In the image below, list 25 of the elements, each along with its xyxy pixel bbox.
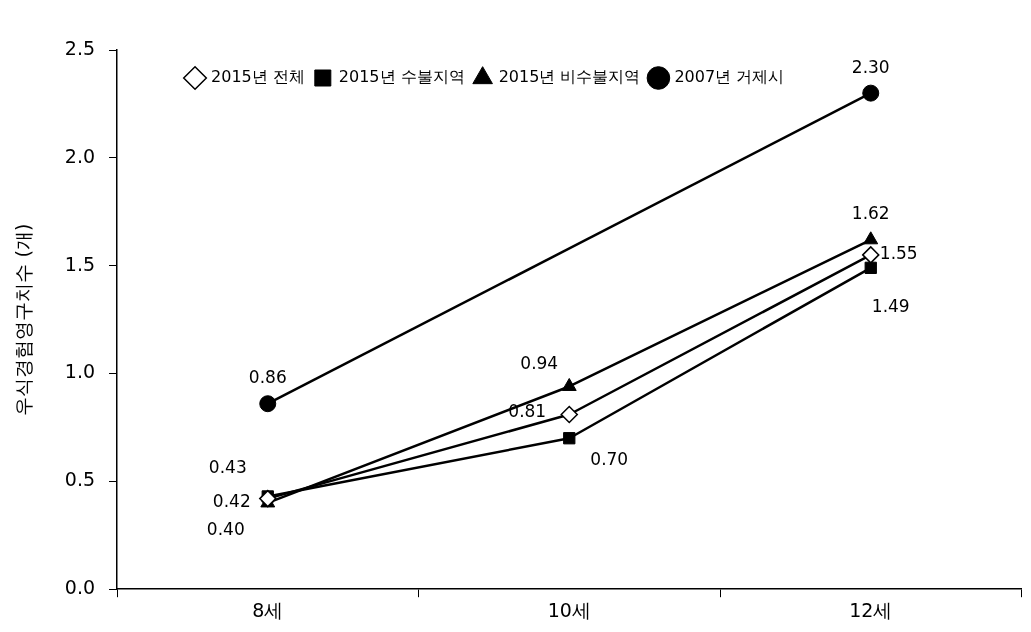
legend-label: 2007년 거제시 <box>674 67 785 87</box>
data-label: 1.62 <box>851 203 890 224</box>
data-label: 2.30 <box>851 56 890 77</box>
data-label: 0.40 <box>206 519 245 540</box>
y-axis-title: 우식경험영구치수 (개) <box>12 223 35 416</box>
legend-label: 2015년 수불지역 <box>338 67 465 87</box>
y-tick-label: 1.5 <box>64 252 96 275</box>
y-tick-label: 2.5 <box>64 36 96 59</box>
x-tick-label: 8세 <box>252 598 284 621</box>
y-tick-label: 0.5 <box>64 468 96 491</box>
x-tick-label: 12세 <box>849 598 893 621</box>
data-label: 0.86 <box>248 367 287 388</box>
legend-label: 2015년 전체 <box>211 67 305 87</box>
y-tick-label: 1.0 <box>64 360 96 383</box>
data-label: 0.42 <box>212 491 251 512</box>
data-label: 1.55 <box>879 243 918 264</box>
x-tick-label: 10세 <box>547 598 591 621</box>
y-tick-label: 0.0 <box>64 576 96 599</box>
data-label: 1.49 <box>871 296 910 317</box>
legend-label: 2015년 비수불지역 <box>498 67 641 87</box>
data-label: 0.81 <box>508 400 547 421</box>
y-tick-label: 2.0 <box>64 144 96 167</box>
data-label: 0.43 <box>208 456 247 477</box>
data-label: 0.70 <box>590 448 629 469</box>
data-label: 0.94 <box>520 352 559 373</box>
